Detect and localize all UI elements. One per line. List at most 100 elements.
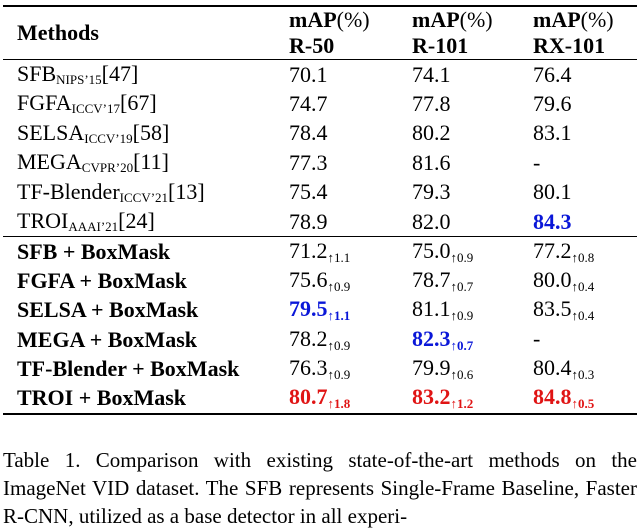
gain: ↑0.8 bbox=[571, 249, 595, 265]
value-cell: 79.5↑1.1 bbox=[289, 296, 412, 326]
method-name: FGFA bbox=[17, 90, 72, 116]
value-cell: 80.1 bbox=[533, 179, 572, 205]
gain: ↑0.9 bbox=[327, 367, 351, 383]
method-name: TROI bbox=[17, 208, 69, 233]
gain: ↑1.1 bbox=[327, 308, 351, 324]
gain: ↑1.2 bbox=[450, 396, 474, 412]
value-cell: 77.3 bbox=[289, 149, 328, 175]
value-cell: 83.1 bbox=[533, 120, 572, 146]
method-cell: TF-BlenderICCV’21[13] bbox=[3, 178, 289, 208]
value-cell: 75.0↑0.9 bbox=[412, 237, 533, 267]
table-row: MEGA + BoxMask 78.2↑0.9 82.3↑0.7 - bbox=[3, 325, 637, 355]
header-r50-backbone: R-50 bbox=[289, 33, 335, 58]
value-cell: 79.6 bbox=[533, 90, 572, 116]
header-rx101-unit: (%) bbox=[580, 7, 614, 32]
table-row: SELSAICCV’19[58] 78.4 80.2 83.1 bbox=[3, 119, 637, 149]
method-ref: [13] bbox=[168, 178, 205, 204]
header-r50-metric: mAP bbox=[289, 7, 337, 32]
table-row: TF-Blender + BoxMask 76.3↑0.9 79.9↑0.6 8… bbox=[3, 355, 637, 385]
value: 75.0 bbox=[412, 237, 451, 263]
gain: ↑0.5 bbox=[571, 396, 595, 412]
header-r101-unit: (%) bbox=[459, 7, 493, 32]
value: 83.2 bbox=[412, 384, 451, 410]
value-cell: 78.4 bbox=[289, 120, 328, 146]
value-cell: 75.4 bbox=[289, 179, 328, 205]
value: 78.2 bbox=[289, 325, 328, 351]
value-cell: 81.6 bbox=[412, 149, 451, 175]
method-cell: SFBNIPS’15[47] bbox=[3, 60, 289, 90]
value-cell: 80.2 bbox=[412, 120, 451, 146]
value-cell: 80.7↑1.8 bbox=[289, 384, 412, 414]
method-ref: [11] bbox=[133, 149, 169, 175]
table-header: Methods mAP(%) R-50 mAP(%) R-101 mAP(%) RX-… bbox=[3, 6, 637, 60]
value: 84.8 bbox=[533, 384, 572, 410]
value: 79.5 bbox=[289, 296, 328, 322]
table-caption: Table 1. Comparison with existing state-… bbox=[3, 446, 637, 530]
value: 80.7 bbox=[289, 384, 328, 410]
header-r101-metric: mAP bbox=[412, 7, 460, 32]
value-cell: 78.7↑0.7 bbox=[412, 266, 533, 296]
value-cell: - bbox=[533, 325, 637, 355]
table-row: SFB + BoxMask 71.2↑1.1 75.0↑0.9 77.2↑0.8 bbox=[3, 236, 637, 267]
value-cell: 78.9 bbox=[289, 208, 328, 234]
method-ref: [47] bbox=[101, 61, 139, 86]
method-name: SELSA bbox=[17, 119, 85, 145]
gain: ↑0.3 bbox=[571, 367, 595, 383]
table-row: SELSA + BoxMask 79.5↑1.1 81.1↑0.9 83.5↑0… bbox=[3, 296, 637, 326]
value-cell: 77.2↑0.8 bbox=[533, 237, 637, 267]
gain: ↑0.9 bbox=[450, 308, 474, 324]
value-cell: 74.7 bbox=[289, 90, 328, 116]
method-venue: ICCV’17 bbox=[71, 101, 121, 117]
header-r50: mAP(%) R-50 bbox=[289, 6, 412, 60]
gain: ↑0.9 bbox=[450, 249, 474, 265]
value-cell: 82.0 bbox=[412, 208, 451, 234]
value-cell: - bbox=[533, 149, 541, 175]
method-name: SFB bbox=[17, 61, 57, 86]
value-cell: 79.9↑0.6 bbox=[412, 355, 533, 385]
header-rx101: mAP(%) RX-101 bbox=[533, 6, 637, 60]
value-cell: 76.4 bbox=[533, 61, 572, 87]
method-cell: MEGA + BoxMask bbox=[17, 326, 197, 352]
value: 76.3 bbox=[289, 355, 328, 381]
table-row: FGFA + BoxMask 75.6↑0.9 78.7↑0.7 80.0↑0.… bbox=[3, 266, 637, 296]
gain: ↑0.4 bbox=[571, 308, 595, 324]
value: 83.5 bbox=[533, 296, 572, 322]
method-cell: FGFA + BoxMask bbox=[17, 267, 187, 293]
method-venue: AAAI’21 bbox=[68, 219, 119, 234]
method-cell: TROI + BoxMask bbox=[17, 385, 187, 411]
value-cell: 75.6↑0.9 bbox=[289, 266, 412, 296]
value-cell: 82.3↑0.7 bbox=[412, 325, 533, 355]
method-name: TF-Blender bbox=[17, 178, 120, 204]
table-row: TF-BlenderICCV’21[13] 75.4 79.3 80.1 bbox=[3, 178, 637, 208]
method-venue: ICCV’19 bbox=[84, 130, 133, 146]
caption-line-2: the ImageNet VID dataset. The SFB repres… bbox=[3, 448, 637, 500]
method-cell: FGFAICCV’17[67] bbox=[3, 89, 289, 119]
gain: ↑0.6 bbox=[450, 367, 474, 383]
header-methods-label: Methods bbox=[17, 20, 99, 45]
method-ref: [67] bbox=[120, 90, 157, 116]
value-cell: 83.5↑0.4 bbox=[533, 296, 637, 326]
baseline-rows: SFBNIPS’15[47] 70.1 74.1 76.4 FGFAICCV’1… bbox=[3, 60, 637, 237]
method-cell: TROIAAAI’21[24] bbox=[3, 207, 289, 237]
gain: ↑0.7 bbox=[450, 278, 474, 294]
header-methods: Methods bbox=[3, 6, 289, 60]
method-cell: TF-Blender + BoxMask bbox=[17, 356, 240, 382]
method-venue: NIPS’15 bbox=[56, 72, 102, 87]
header-row: Methods mAP(%) R-50 mAP(%) R-101 mAP(%) RX-… bbox=[3, 6, 637, 60]
value: 80.4 bbox=[533, 355, 572, 381]
header-r50-unit: (%) bbox=[336, 7, 370, 32]
value: 75.6 bbox=[289, 266, 328, 292]
gain: ↑1.8 bbox=[327, 396, 351, 412]
value: 81.1 bbox=[412, 296, 451, 322]
table-row: TROIAAAI’21[24] 78.9 82.0 84.3 bbox=[3, 207, 637, 237]
value-cell: 84.8↑0.5 bbox=[533, 384, 637, 414]
value-cell: 80.4↑0.3 bbox=[533, 355, 637, 385]
value-cell: 70.1 bbox=[289, 61, 328, 87]
value-cell: 79.3 bbox=[412, 179, 451, 205]
header-rx101-backbone: RX-101 bbox=[533, 33, 606, 58]
results-table: Methods mAP(%) R-50 mAP(%) R-101 mAP(%) RX-… bbox=[3, 5, 637, 415]
value-cell: 71.2↑1.1 bbox=[289, 237, 412, 267]
gain: ↑0.7 bbox=[450, 337, 474, 353]
method-venue: ICCV’21 bbox=[119, 189, 169, 205]
gain: ↑0.4 bbox=[571, 278, 595, 294]
